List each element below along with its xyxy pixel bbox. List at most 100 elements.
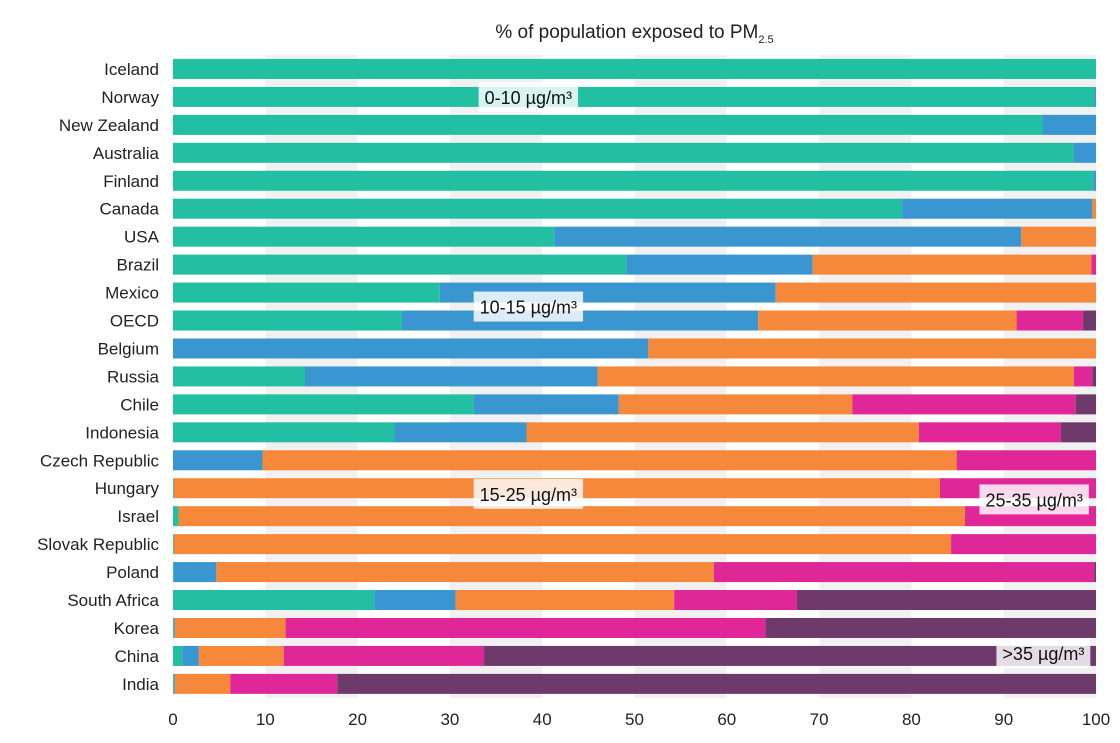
bar-segment xyxy=(1094,86,1096,107)
bar-segment xyxy=(173,673,174,694)
bar-segment xyxy=(198,645,284,666)
category-label: South Africa xyxy=(67,591,159,610)
bar-segment xyxy=(216,562,714,583)
bar-segment xyxy=(1060,422,1096,443)
bar-segment xyxy=(173,226,555,247)
bar-segment xyxy=(775,282,1096,303)
bar-segment xyxy=(173,282,440,303)
bar-segment xyxy=(674,590,797,611)
category-label: India xyxy=(122,675,159,694)
x-tick-label: 50 xyxy=(625,710,644,729)
category-label: Poland xyxy=(106,563,159,582)
bar-segment xyxy=(173,450,263,471)
category-label: China xyxy=(115,647,160,666)
bar-segment xyxy=(173,170,1094,191)
bar-segment xyxy=(262,450,957,471)
bar-segment xyxy=(173,673,175,694)
bar-segment xyxy=(812,254,1092,275)
bar-segment xyxy=(1073,142,1096,163)
bar-segment xyxy=(1083,310,1096,331)
bar-segment xyxy=(758,310,1017,331)
bar-segment xyxy=(902,198,1093,219)
annotations-layer: 0-10 µg/m³ 10-15 µg/m³ 15-25 µg/m³ 25-35 µg… xyxy=(473,81,1091,669)
annotation-box xyxy=(473,478,584,509)
bar-segment xyxy=(182,645,199,666)
bar-segment xyxy=(455,590,675,611)
x-tick-label: 10 xyxy=(256,710,275,729)
category-label: Indonesia xyxy=(85,423,159,442)
annotation: 15-25 µg/m³ xyxy=(473,478,584,509)
bar-segment xyxy=(648,338,1096,359)
bar-segment xyxy=(1016,310,1084,331)
chart-title-subscript: 2.5 xyxy=(758,33,774,46)
category-label: Slovak Republic xyxy=(37,535,159,554)
bar-segment xyxy=(484,645,1096,666)
bar-segment xyxy=(1042,114,1096,135)
bar-segment xyxy=(1091,254,1096,275)
bar-segment xyxy=(173,645,183,666)
x-tick-label: 100 xyxy=(1082,710,1110,729)
bar-segment xyxy=(173,422,395,443)
annotation-box xyxy=(996,638,1091,669)
bar-segment xyxy=(174,617,286,638)
bar-segment xyxy=(283,645,485,666)
bar-segment xyxy=(852,394,1076,415)
bar-segment xyxy=(173,58,1096,79)
bar-segment xyxy=(374,590,456,611)
category-label: Korea xyxy=(114,619,160,638)
bar-segment xyxy=(1075,394,1096,415)
x-tick-label: 30 xyxy=(440,710,459,729)
category-label: Hungary xyxy=(95,479,160,498)
x-tick-label: 20 xyxy=(348,710,367,729)
bar-segment xyxy=(173,338,649,359)
annotation: 10-15 µg/m³ xyxy=(473,291,584,322)
category-label: Brazil xyxy=(116,256,159,275)
bar-segment xyxy=(285,617,766,638)
bar-segment xyxy=(1093,170,1096,191)
annotation-box xyxy=(478,81,579,112)
annotation-box xyxy=(979,484,1089,515)
chart-title: % of population exposed to PM2.5 xyxy=(173,22,1096,46)
bar-segment xyxy=(173,534,174,555)
bar-segment xyxy=(173,86,1095,107)
category-label: Mexico xyxy=(105,284,159,303)
category-label: Israel xyxy=(117,507,159,526)
bar-segment xyxy=(554,226,1022,247)
annotation-label: 25-35 µg/m³ xyxy=(985,490,1082,510)
bar-segment xyxy=(304,366,598,387)
annotation-label: 0-10 µg/m³ xyxy=(485,88,572,108)
x-tick-label: 70 xyxy=(810,710,829,729)
annotation-label: 10-15 µg/m³ xyxy=(480,298,577,318)
bar-segment xyxy=(765,617,1096,638)
bar-segment xyxy=(173,394,474,415)
category-label: Belgium xyxy=(98,339,159,358)
bar-segment xyxy=(918,422,1061,443)
bars-layer xyxy=(173,58,1096,694)
bar-segment xyxy=(173,506,179,527)
category-label: Russia xyxy=(107,367,160,386)
category-label: OECD xyxy=(110,312,159,331)
annotation: 0-10 µg/m³ xyxy=(478,81,579,112)
bar-segment xyxy=(956,450,1096,471)
category-label: Iceland xyxy=(104,60,159,79)
bar-segment xyxy=(526,422,919,443)
category-label: Chile xyxy=(120,395,159,414)
bar-segment xyxy=(473,394,619,415)
bar-segment xyxy=(337,673,1096,694)
bar-segment xyxy=(173,478,174,499)
x-tick-label: 0 xyxy=(168,710,177,729)
bar-segment xyxy=(1021,226,1096,247)
bar-segment xyxy=(173,142,1074,163)
bar-segment xyxy=(1073,366,1093,387)
category-label: Canada xyxy=(99,200,159,219)
bar-segment xyxy=(230,673,338,694)
category-label: Australia xyxy=(93,144,160,163)
bar-segment xyxy=(173,617,174,638)
x-tick-label: 40 xyxy=(533,710,552,729)
bar-segment xyxy=(173,562,217,583)
bar-segment xyxy=(178,506,965,527)
bar-segment xyxy=(173,198,903,219)
bar-segment xyxy=(626,254,813,275)
chart-title-text: % of population exposed to PM xyxy=(495,22,759,43)
category-label: Norway xyxy=(101,88,159,107)
